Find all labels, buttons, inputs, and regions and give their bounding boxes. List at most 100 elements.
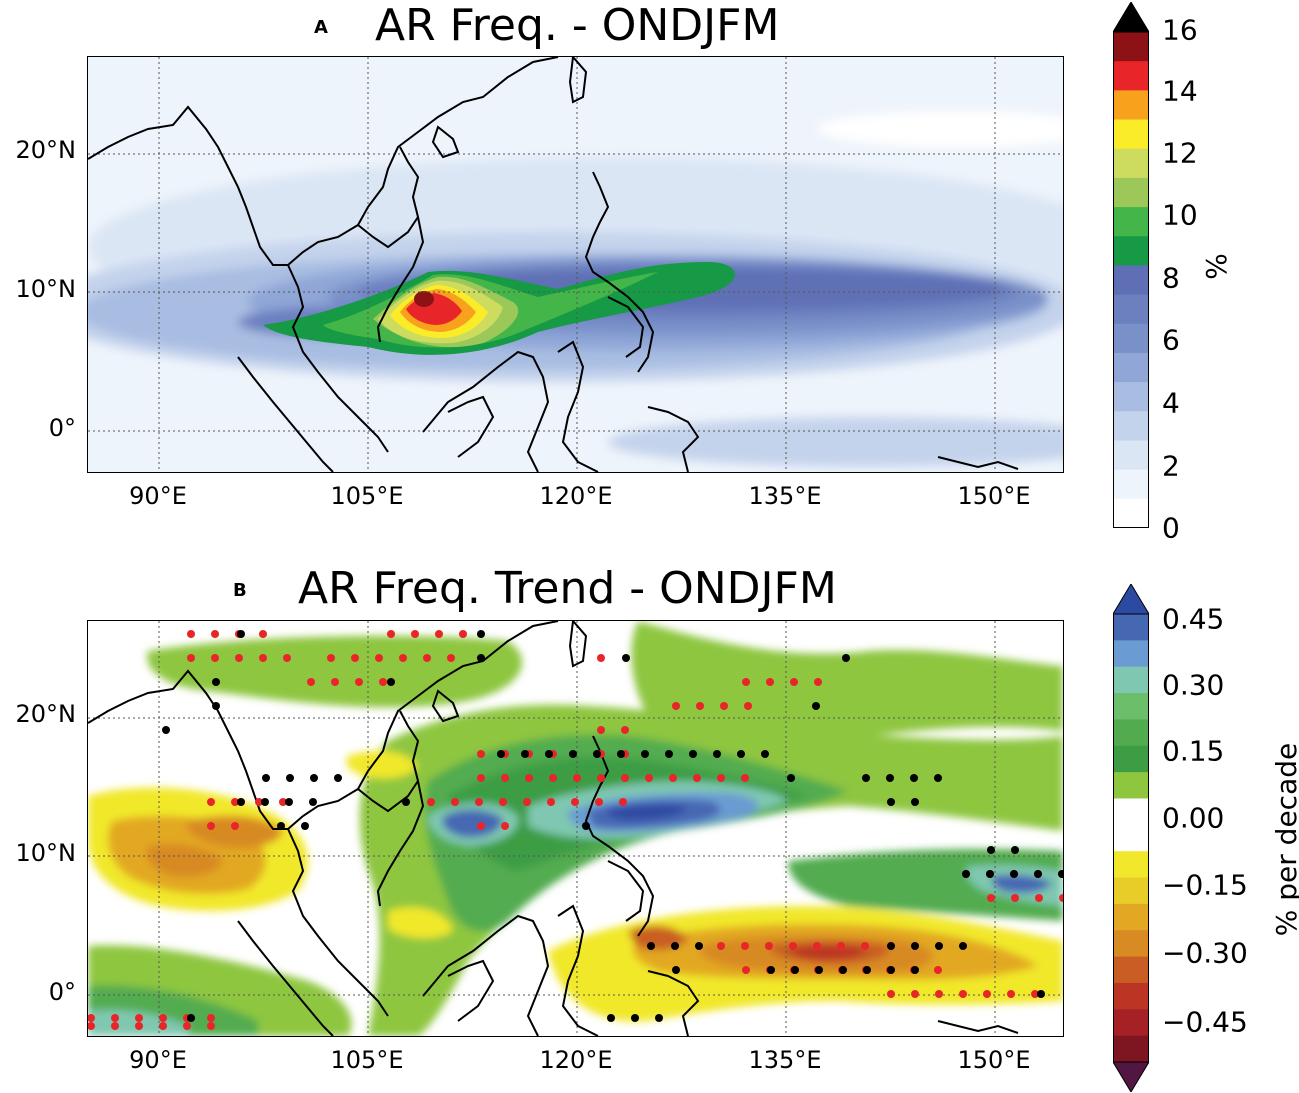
significance-dot-black — [1034, 870, 1042, 878]
significance-dot-black — [309, 798, 317, 806]
map-b — [87, 620, 1064, 1037]
significance-dot-red — [477, 822, 485, 830]
significance-dot-red — [187, 630, 195, 638]
significance-dot-black — [689, 750, 697, 758]
significance-dot-black — [261, 798, 269, 806]
colorbar-b-label: % per decade — [1270, 742, 1299, 936]
significance-dot-black — [1010, 870, 1018, 878]
colorbar-a — [1113, 2, 1149, 528]
significance-dot-black — [887, 966, 895, 974]
significance-dot-red — [744, 702, 752, 710]
map-a — [87, 56, 1064, 473]
colorbar-a-level — [1113, 294, 1149, 325]
significance-dot-red — [765, 942, 773, 950]
significance-dot-red — [231, 798, 239, 806]
coastlines-b — [88, 621, 1019, 1036]
colorbar-a-level — [1113, 352, 1149, 383]
significance-dot-black — [671, 942, 679, 950]
significance-dot-red — [207, 1022, 215, 1030]
significance-dot-black — [887, 942, 895, 950]
significance-dot-red — [427, 798, 435, 806]
colorbar-a-level — [1113, 177, 1149, 208]
significance-dot-black — [815, 966, 823, 974]
significance-dot-red — [135, 1022, 143, 1030]
colorbar-b-level — [1113, 851, 1149, 879]
significance-dot-red — [159, 1014, 167, 1022]
significance-dot-black — [791, 966, 799, 974]
colorbar-a-frame — [1113, 31, 1149, 528]
significance-dot-red — [235, 654, 243, 662]
colorbar-a-level — [1113, 236, 1149, 266]
y-tick-a-0: 0° — [48, 414, 76, 442]
x-tick-a-90e: 90°E — [129, 482, 187, 510]
cbar-a-tick-8: 8 — [1162, 261, 1180, 295]
significance-dot-black — [767, 966, 775, 974]
colorbar-b-level — [1113, 1009, 1149, 1037]
colorbar-a-level — [1113, 323, 1149, 354]
colorbar-b-extend-max — [1113, 584, 1149, 615]
x-tick-b-105e: 105°E — [330, 1046, 404, 1074]
significance-dot-red — [159, 1022, 167, 1030]
significance-dot-black — [497, 750, 505, 758]
significance-dot-red — [1059, 894, 1063, 902]
cbar-b-tick-n045: −0.45 — [1162, 1005, 1248, 1039]
significance-dot-black — [477, 654, 485, 662]
significance-dot-red — [111, 1014, 119, 1022]
significance-dot-black — [593, 750, 601, 758]
significance-dot-black — [839, 966, 847, 974]
significance-dot-red — [742, 966, 750, 974]
colorbar-a-extend-max — [1113, 2, 1149, 33]
significance-dot-black — [987, 846, 995, 854]
significance-dot-black — [761, 750, 769, 758]
significance-dot-red — [621, 726, 629, 734]
significance-dot-red — [451, 798, 459, 806]
significance-dot-red — [459, 630, 467, 638]
significance-dot-black — [863, 966, 871, 974]
significance-dot-red — [669, 774, 677, 782]
cbar-b-tick-n015: −0.15 — [1162, 868, 1248, 902]
significance-dot-red — [1007, 990, 1015, 998]
significance-dot-red — [477, 750, 485, 758]
significance-dot-red — [135, 1014, 143, 1022]
significance-dot-red — [355, 678, 363, 686]
significance-dot-red — [375, 654, 383, 662]
x-tick-b-90e: 90°E — [129, 1046, 187, 1074]
x-tick-a-150e: 150°E — [957, 482, 1031, 510]
significance-dot-red — [525, 774, 533, 782]
colorbar-a-level — [1113, 498, 1149, 528]
significance-dot-red — [597, 654, 605, 662]
significance-dot-red — [523, 798, 531, 806]
x-tick-a-105e: 105°E — [330, 482, 404, 510]
significance-dot-black — [286, 774, 294, 782]
colorbar-b — [1113, 584, 1149, 1092]
significance-dot-black — [622, 654, 630, 662]
significance-dot-red — [211, 630, 219, 638]
colorbar-a-level — [1113, 32, 1149, 62]
significance-dot-red — [183, 1022, 191, 1030]
significance-dot-red — [887, 990, 895, 998]
cbar-a-tick-2: 2 — [1162, 449, 1180, 483]
colorbar-b-level — [1113, 745, 1149, 773]
significance-dot-black — [713, 750, 721, 758]
significance-dot-black — [545, 750, 553, 758]
significance-dot-red — [307, 678, 315, 686]
panel-a-title: AR Freq. - ONDJFM — [375, 0, 780, 51]
significance-dot-black — [787, 774, 795, 782]
significance-dot-red — [742, 678, 750, 686]
significance-dot-red — [789, 942, 797, 950]
significance-dot-black — [237, 630, 245, 638]
x-tick-b-135e: 135°E — [748, 1046, 822, 1074]
panel-a: A AR Freq. - ONDJFM — [0, 0, 1299, 545]
coastlines-a — [88, 57, 1019, 472]
significance-dot-red — [187, 654, 195, 662]
significance-dot-black — [1037, 990, 1045, 998]
significance-dot-red — [475, 798, 483, 806]
cbar-b-tick-015: 0.15 — [1162, 734, 1225, 768]
significance-dot-red — [814, 678, 822, 686]
colorbar-b-level — [1113, 719, 1149, 747]
significance-dot-black — [262, 774, 270, 782]
significance-dot-red — [717, 774, 725, 782]
y-tick-b-20n: 20°N — [15, 700, 77, 728]
ar-core-a — [263, 262, 735, 355]
significance-dot-red — [672, 702, 680, 710]
